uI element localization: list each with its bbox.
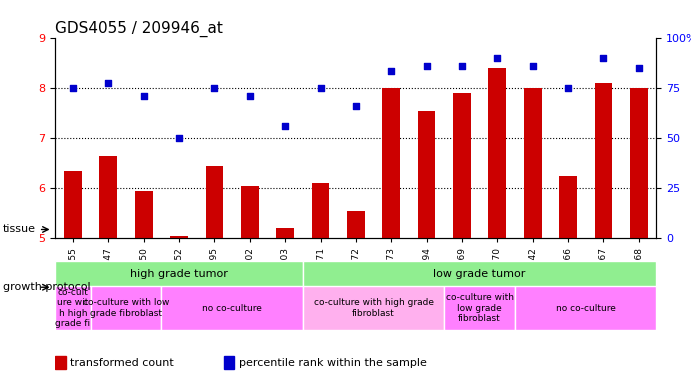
Bar: [100, 156, 117, 238]
Bar: [64, 170, 82, 238]
Bar: [453, 93, 471, 238]
Bar: [489, 68, 506, 238]
Text: no co-culture: no co-culture: [202, 304, 262, 313]
Text: tissue: tissue: [3, 225, 36, 235]
FancyBboxPatch shape: [515, 286, 656, 330]
Bar: [347, 210, 365, 238]
Bar: [241, 186, 258, 238]
Bar: [135, 190, 153, 238]
Point: [138, 93, 149, 99]
Text: high grade tumor: high grade tumor: [130, 268, 228, 279]
FancyBboxPatch shape: [91, 286, 162, 330]
Bar: [524, 88, 542, 238]
Bar: [630, 88, 647, 238]
FancyBboxPatch shape: [444, 286, 515, 330]
Bar: [170, 236, 188, 238]
Point: [562, 85, 574, 91]
Bar: [206, 166, 223, 238]
Text: low grade tumor: low grade tumor: [433, 268, 526, 279]
Bar: [594, 83, 612, 238]
Point: [68, 85, 79, 91]
Bar: [55, 356, 66, 369]
Point: [492, 55, 503, 61]
Bar: [312, 183, 330, 238]
Text: co-culture with high grade
fibroblast: co-culture with high grade fibroblast: [314, 298, 433, 318]
Text: transformed count: transformed count: [70, 358, 174, 368]
Point: [173, 135, 184, 141]
Point: [244, 93, 255, 99]
Point: [527, 63, 538, 69]
Text: growth protocol: growth protocol: [3, 282, 91, 292]
FancyBboxPatch shape: [303, 261, 656, 286]
Point: [350, 103, 361, 109]
Text: co-culture with
low grade
fibroblast: co-culture with low grade fibroblast: [446, 293, 513, 323]
Bar: [276, 228, 294, 238]
FancyBboxPatch shape: [162, 286, 303, 330]
Point: [598, 55, 609, 61]
Point: [209, 85, 220, 91]
Bar: [382, 88, 400, 238]
FancyBboxPatch shape: [303, 286, 444, 330]
Point: [633, 65, 644, 71]
Text: GDS4055 / 209946_at: GDS4055 / 209946_at: [55, 21, 223, 37]
FancyBboxPatch shape: [55, 261, 303, 286]
Point: [280, 123, 291, 129]
Point: [421, 63, 432, 69]
Bar: [418, 111, 435, 238]
Point: [103, 80, 114, 86]
Text: percentile rank within the sample: percentile rank within the sample: [238, 358, 426, 368]
Point: [386, 68, 397, 74]
Point: [315, 85, 326, 91]
Text: co-culture with low
grade fibroblast: co-culture with low grade fibroblast: [83, 298, 169, 318]
Text: no co-culture: no co-culture: [556, 304, 616, 313]
Bar: [224, 356, 234, 369]
Text: co-cult
ure wit
h high
grade fi: co-cult ure wit h high grade fi: [55, 288, 91, 328]
FancyBboxPatch shape: [55, 286, 91, 330]
Bar: [559, 176, 577, 238]
Point: [457, 63, 468, 69]
